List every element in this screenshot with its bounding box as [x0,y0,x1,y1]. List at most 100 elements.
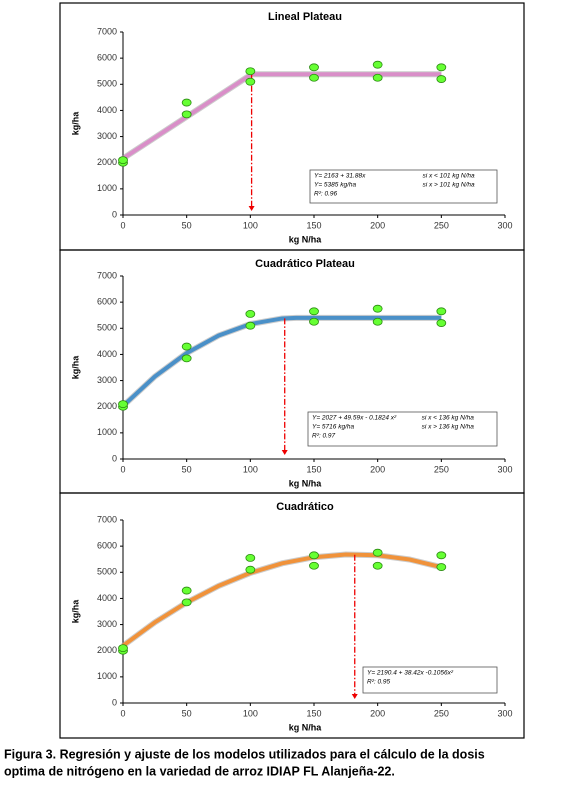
x-tick-label: 200 [370,220,385,230]
panel: Cuadrático Plateau kg N/ha kg/ha 0 50 100 150 2… [59,249,525,494]
chart-title: Lineal Plateau [268,11,342,23]
x-tick-label: 200 [370,708,385,718]
x-axis-label: kg N/ha [289,478,323,488]
y-axis-label: kg/ha [70,355,80,380]
y-tick-label: 1000 [97,671,117,681]
equation-box [362,666,498,694]
data-point [372,561,383,570]
equation-text: R²: 0.96 [314,191,338,198]
x-tick-label: 150 [306,220,321,230]
data-point [309,561,319,570]
data-point [436,563,447,571]
y-tick-label: 1000 [97,427,117,437]
fit-line-shadow [120,314,442,409]
equation-text: si x < 101 kg N/ha [422,173,475,180]
fit-line [121,552,442,648]
equation-text: Y= 2190.4 + 38.42x -0.1056x² [367,670,454,677]
data-point [245,77,256,86]
x-tick-label: 150 [306,464,321,474]
data-point [181,598,192,607]
x-tick-label: 100 [243,708,258,718]
x-tick-label: 100 [243,220,258,230]
equation-text: R²: 0.97 [312,433,336,440]
y-tick-label: 2000 [97,645,117,655]
data-point [118,156,128,165]
x-tick-label: 100 [243,464,258,474]
optimum-arrow [281,450,288,455]
y-tick-label: 5000 [97,79,117,89]
data-point [309,551,319,560]
y-tick-label: 3000 [97,131,117,141]
fit-line-shadow [121,71,442,161]
chart-title: Cuadrático [276,501,334,513]
y-tick-label: 6000 [97,53,117,63]
data-point [245,321,256,330]
data-point [245,554,256,562]
data-point [372,548,383,557]
panel: Cuadrático kg N/ha kg/ha 0 50 100 150 200 250 300… [59,492,525,739]
x-tick-label: 300 [497,464,512,474]
data-point [436,307,447,316]
data-point [372,317,383,326]
data-point [309,317,319,326]
data-point [181,354,192,363]
equation-text: R²: 0.95 [367,679,391,686]
y-tick-label: 6000 [97,541,117,551]
fit-line [121,315,442,408]
y-tick-label: 4000 [97,593,117,603]
equation-text: Y= 2163 + 31.88x [314,173,366,180]
data-point [181,110,192,119]
x-tick-label: 150 [306,708,321,718]
x-tick-label: 50 [182,464,192,474]
y-tick-label: 0 [112,209,117,219]
data-point [245,67,256,76]
caption-line: Figura 3. Regresión y ajuste de los mode… [4,747,485,761]
x-tick-label: 300 [497,708,512,718]
y-tick-label: 5000 [97,323,117,333]
y-tick-label: 7000 [97,26,117,36]
x-tick-label: 250 [434,464,449,474]
panel-frame [59,249,525,494]
fit-line-shadow [121,551,443,649]
equation-text: Y= 2027 + 49.59x - 0.1824 x² [312,415,397,422]
y-axis-label: kg/ha [70,111,80,136]
equation-text: si x > 101 kg N/ha [422,182,475,189]
data-point [309,63,319,72]
data-point [118,644,128,652]
optimum-arrow [248,206,255,211]
y-tick-label: 4000 [97,349,117,359]
y-tick-label: 2000 [97,157,117,167]
data-point [181,586,192,595]
data-point [181,342,192,351]
y-tick-label: 5000 [97,567,117,577]
data-point [436,551,447,560]
y-tick-label: 7000 [97,270,117,280]
data-point [245,310,256,318]
data-point [245,565,256,574]
y-tick-label: 4000 [97,105,117,115]
y-tick-label: 6000 [97,297,117,307]
panel-frame [59,492,525,739]
y-tick-label: 0 [112,453,117,463]
data-point [436,319,447,327]
x-tick-label: 50 [182,220,192,230]
data-point [436,75,447,83]
y-tick-label: 3000 [97,619,117,629]
x-tick-label: 200 [370,464,385,474]
y-tick-label: 3000 [97,375,117,385]
equation-box [307,411,498,447]
x-tick-label: 0 [120,464,125,474]
y-tick-label: 0 [112,697,117,707]
x-tick-label: 300 [497,220,512,230]
panel: Lineal Plateau kg N/ha kg/ha 0 50 100 150 200 25… [59,2,525,251]
y-tick-label: 1000 [97,183,117,193]
equation-text: si x < 136 kg N/ha [422,415,475,422]
data-point [181,98,192,107]
caption-line: optima de nitrógeno en la variedad de ar… [4,764,395,778]
x-axis-label: kg N/ha [289,722,323,732]
fit-line [121,72,442,161]
y-tick-label: 7000 [97,514,117,524]
equation-box [309,169,498,204]
y-tick-label: 2000 [97,401,117,411]
